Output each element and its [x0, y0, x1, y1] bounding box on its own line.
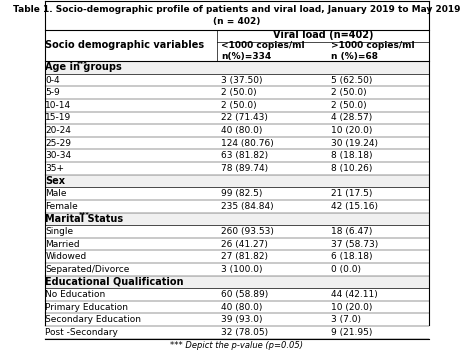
Text: 9 (21.95): 9 (21.95): [331, 328, 372, 337]
Bar: [46, 61, 428, 74]
Text: 15-19: 15-19: [46, 113, 72, 122]
Text: 26 (41.27): 26 (41.27): [221, 240, 268, 249]
Text: Separated/Divorce: Separated/Divorce: [46, 265, 130, 274]
Bar: [46, 276, 428, 288]
Text: 37 (58.73): 37 (58.73): [331, 240, 378, 249]
Text: >1000 copies/ml
n (%)=68: >1000 copies/ml n (%)=68: [331, 41, 414, 61]
Text: 32 (78.05): 32 (78.05): [221, 328, 268, 337]
Text: 0-4: 0-4: [46, 75, 60, 85]
Text: 27 (81.82): 27 (81.82): [221, 252, 268, 261]
Text: 3 (100.0): 3 (100.0): [221, 265, 263, 274]
Text: 25-29: 25-29: [46, 139, 72, 148]
Text: 18 (6.47): 18 (6.47): [331, 227, 372, 236]
Text: 78 (89.74): 78 (89.74): [221, 164, 268, 173]
Text: Male: Male: [46, 189, 67, 198]
Text: 21 (17.5): 21 (17.5): [331, 189, 372, 198]
Text: 8 (10.26): 8 (10.26): [331, 164, 372, 173]
Text: ***: ***: [79, 212, 90, 218]
Text: 42 (15.16): 42 (15.16): [331, 202, 378, 211]
Text: Widowed: Widowed: [46, 252, 87, 261]
Text: 260 (93.53): 260 (93.53): [221, 227, 274, 236]
Text: 20-24: 20-24: [46, 126, 71, 135]
Text: 10-14: 10-14: [46, 101, 72, 110]
Text: 44 (42.11): 44 (42.11): [331, 290, 378, 299]
Text: 2 (50.0): 2 (50.0): [221, 88, 257, 97]
Text: Viral load (n=402): Viral load (n=402): [273, 30, 374, 40]
Text: 63 (81.82): 63 (81.82): [221, 151, 268, 160]
Text: *** Depict the p-value (p=0.05): *** Depict the p-value (p=0.05): [171, 341, 303, 350]
Text: 39 (93.0): 39 (93.0): [221, 315, 263, 324]
Text: 8 (18.18): 8 (18.18): [331, 151, 373, 160]
Text: 124 (80.76): 124 (80.76): [221, 139, 274, 148]
Text: 5-9: 5-9: [46, 88, 60, 97]
Text: Female: Female: [46, 202, 78, 211]
Text: Post -Secondary: Post -Secondary: [46, 328, 118, 337]
Text: Marital Status: Marital Status: [46, 214, 124, 224]
Text: 40 (80.0): 40 (80.0): [221, 126, 263, 135]
Text: 2 (50.0): 2 (50.0): [221, 101, 257, 110]
Text: Sex: Sex: [46, 176, 65, 186]
Text: 5 (62.50): 5 (62.50): [331, 75, 372, 85]
Bar: [46, 175, 428, 187]
Text: 60 (58.89): 60 (58.89): [221, 290, 269, 299]
Text: Married: Married: [46, 240, 80, 249]
Text: 10 (20.0): 10 (20.0): [331, 303, 372, 312]
Text: Table 1. Socio-demographic profile of patients and viral load, January 2019 to M: Table 1. Socio-demographic profile of pa…: [13, 5, 461, 25]
Text: Socio demographic variables: Socio demographic variables: [46, 40, 204, 50]
Text: 6 (18.18): 6 (18.18): [331, 252, 373, 261]
Text: 30 (19.24): 30 (19.24): [331, 139, 378, 148]
Text: 22 (71.43): 22 (71.43): [221, 113, 268, 122]
Text: 35+: 35+: [46, 164, 64, 173]
Text: Age in groups: Age in groups: [46, 62, 122, 73]
Text: 40 (80.0): 40 (80.0): [221, 303, 263, 312]
Text: 3 (7.0): 3 (7.0): [331, 315, 361, 324]
Text: 99 (82.5): 99 (82.5): [221, 189, 263, 198]
Text: 2 (50.0): 2 (50.0): [331, 101, 366, 110]
Text: 0 (0.0): 0 (0.0): [331, 265, 361, 274]
Text: No Education: No Education: [46, 290, 106, 299]
Text: 4 (28.57): 4 (28.57): [331, 113, 372, 122]
Text: Secondary Education: Secondary Education: [46, 315, 141, 324]
Text: 10 (20.0): 10 (20.0): [331, 126, 372, 135]
Text: 2 (50.0): 2 (50.0): [331, 88, 366, 97]
Bar: [46, 212, 428, 225]
Text: 3 (37.50): 3 (37.50): [221, 75, 263, 85]
Text: Primary Education: Primary Education: [46, 303, 128, 312]
Text: <1000 copies/ml
n(%)=334: <1000 copies/ml n(%)=334: [221, 41, 305, 61]
Text: 235 (84.84): 235 (84.84): [221, 202, 274, 211]
Text: Single: Single: [46, 227, 73, 236]
Text: Educational Qualification: Educational Qualification: [46, 277, 184, 287]
Text: ***: ***: [77, 61, 88, 67]
Text: 30-34: 30-34: [46, 151, 72, 160]
